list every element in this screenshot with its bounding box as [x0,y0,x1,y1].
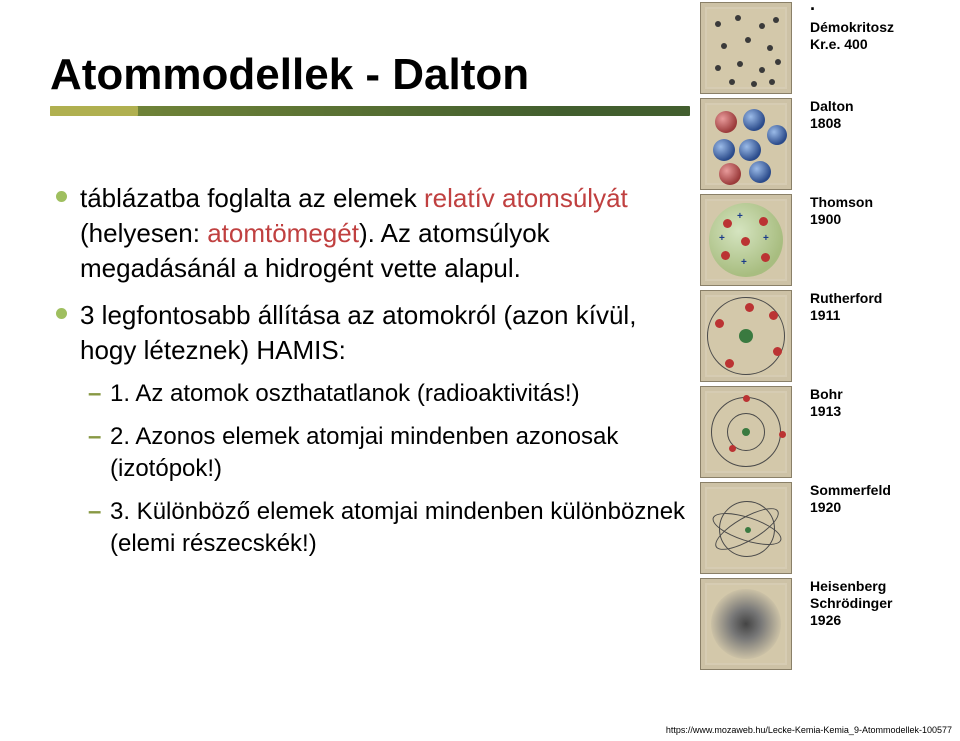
bullet-2: 3 legfontosabb állítása az atomokról (az… [50,298,690,560]
m0-name: Démokritosz [810,19,894,35]
label-heisenberg: HeisenbergSchrödinger 1926 [810,578,892,628]
subpoint-3: 3. Különböző elemek atomjai mindenben kü… [80,496,690,561]
m6-name: HeisenbergSchrödinger [810,578,892,611]
m4-year: 1913 [810,403,841,419]
slide-title: Atommodellek - Dalton [50,50,690,100]
thumb-sommerfeld [700,482,792,574]
b1-pre: táblázatba foglalta az elemek [80,183,424,213]
label-rutherford: Rutherford 1911 [810,290,882,324]
m3-year: 1911 [810,307,840,323]
thumb-dalton [700,98,792,190]
label-demokritosz: · Démokritosz Kr.e. 400 [810,2,894,52]
subpoint-1: 1. Az atomok oszthatatlanok (radioaktivi… [80,378,690,410]
m3-name: Rutherford [810,290,882,306]
model-row-heisenberg: HeisenbergSchrödinger 1926 [700,578,954,670]
bullet-1: táblázatba foglalta az elemek relatív at… [50,181,690,286]
thumb-rutherford [700,290,792,382]
m5-name: Sommerfeld [810,482,891,498]
subpoint-2: 2. Azonos elemek atomjai mindenben azono… [80,421,690,486]
model-row-demokritosz: · Démokritosz Kr.e. 400 [700,2,954,94]
b1-hi2: atomtömegét [207,218,359,248]
label-sommerfeld: Sommerfeld 1920 [810,482,891,516]
label-thomson: Thomson 1900 [810,194,873,228]
title-underline [50,106,690,116]
thumb-demokritosz [700,2,792,94]
m1-year: 1808 [810,115,841,131]
label-bohr: Bohr 1913 [810,386,843,420]
b2-text: 3 legfontosabb állítása az atomokról (az… [80,300,636,365]
source-link[interactable]: https://www.mozaweb.hu/Lecke-Kemia-Kemia… [666,725,952,735]
m4-name: Bohr [810,386,843,402]
model-row-thomson: ++ ++ Thomson 1900 [700,194,954,286]
m2-year: 1900 [810,211,841,227]
models-column: · Démokritosz Kr.e. 400 Dalton 1808 [700,0,960,741]
thumb-heisenberg [700,578,792,670]
m0-dot: · [810,0,816,19]
model-row-dalton: Dalton 1808 [700,98,954,190]
label-dalton: Dalton 1808 [810,98,854,132]
model-row-bohr: Bohr 1913 [700,386,954,478]
model-row-sommerfeld: Sommerfeld 1920 [700,482,954,574]
m0-year: Kr.e. 400 [810,36,868,52]
slide-content: táblázatba foglalta az elemek relatív at… [50,156,690,560]
thumb-bohr [700,386,792,478]
model-row-rutherford: Rutherford 1911 [700,290,954,382]
b1-hi1: relatív atomsúlyát [424,183,628,213]
m5-year: 1920 [810,499,841,515]
b1-mid: (helyesen: [80,218,207,248]
m2-name: Thomson [810,194,873,210]
m1-name: Dalton [810,98,854,114]
m6-year: 1926 [810,612,841,628]
thumb-thomson: ++ ++ [700,194,792,286]
